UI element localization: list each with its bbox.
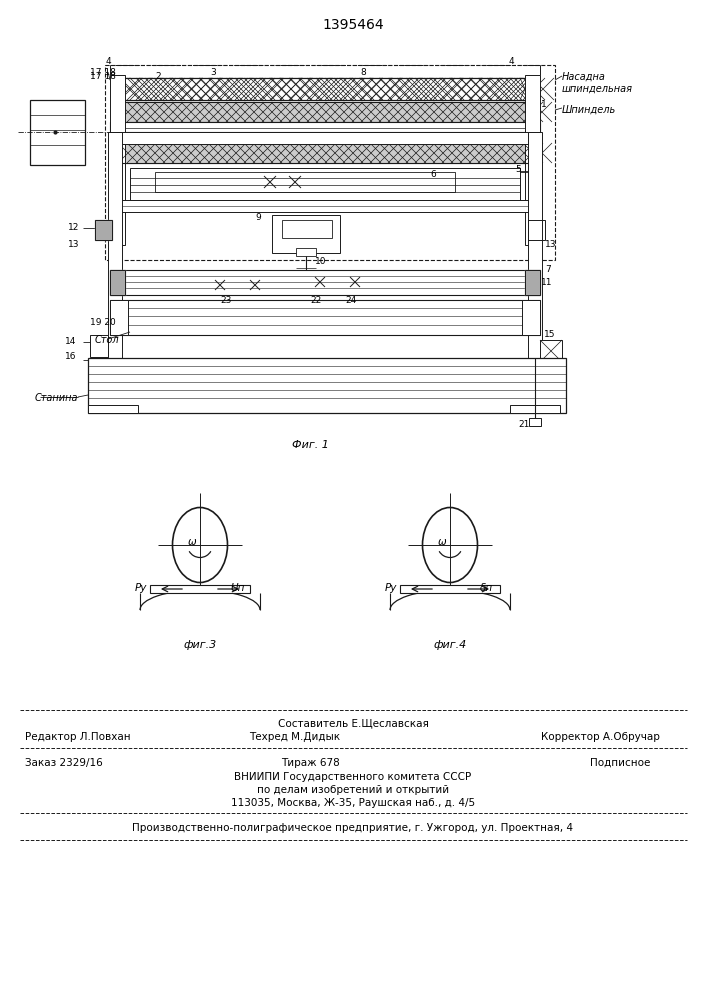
Text: ВНИИПИ Государственного комитета СССР: ВНИИПИ Государственного комитета СССР [235, 772, 472, 782]
Bar [120, 102, 530, 122]
Text: шпиндельная: шпиндельная [562, 84, 633, 94]
Text: 21: 21 [518, 420, 530, 429]
Text: 4: 4 [509, 57, 515, 66]
Bar [528, 220, 545, 240]
Text: δп: δп [480, 583, 493, 593]
Text: 17 18: 17 18 [90, 68, 116, 77]
Bar [90, 335, 108, 357]
Bar [110, 122, 540, 132]
Text: 3: 3 [210, 68, 216, 77]
Text: Ру: Ру [135, 583, 147, 593]
Text: 24: 24 [345, 296, 356, 305]
Bar [296, 248, 316, 256]
Text: 4: 4 [106, 57, 112, 66]
Text: 13: 13 [68, 240, 79, 249]
Bar [150, 585, 250, 593]
Text: фиг.4: фиг.4 [433, 640, 467, 650]
Bar [528, 132, 542, 362]
Bar [510, 405, 560, 413]
Text: Редактор Л.Повхан: Редактор Л.Повхан [25, 732, 131, 742]
Text: 8: 8 [360, 68, 366, 77]
Bar [88, 358, 566, 413]
Bar [400, 585, 500, 593]
Bar [130, 168, 520, 200]
Bar [282, 220, 332, 238]
Bar [108, 132, 122, 362]
Text: Составитель Е.Щеславская: Составитель Е.Щеславская [278, 718, 428, 728]
Text: 15: 15 [544, 330, 556, 339]
Text: 23: 23 [220, 296, 231, 305]
Bar [110, 75, 125, 245]
Text: 14: 14 [65, 337, 76, 346]
Bar [120, 143, 530, 163]
Bar [525, 270, 540, 295]
Bar [525, 75, 540, 245]
Text: 13: 13 [545, 240, 556, 249]
Text: 1: 1 [541, 100, 547, 109]
Text: 22: 22 [310, 296, 321, 305]
Text: 10: 10 [315, 257, 327, 266]
Text: ω: ω [438, 537, 446, 547]
Text: 12: 12 [68, 223, 79, 232]
Bar [272, 215, 340, 253]
Bar [110, 200, 540, 212]
Text: по делам изобретений и открытий: по делам изобретений и открытий [257, 785, 449, 795]
Text: ω: ω [187, 537, 197, 547]
Text: 113035, Москва, Ж-35, Раушская наб., д. 4/5: 113035, Москва, Ж-35, Раушская наб., д. … [231, 798, 475, 808]
Bar [88, 405, 138, 413]
Bar [529, 418, 541, 426]
Text: Подписное: Подписное [590, 758, 650, 768]
Text: Станина: Станина [35, 393, 78, 403]
Bar [110, 270, 125, 295]
Text: 2: 2 [155, 72, 160, 81]
Text: 6: 6 [430, 170, 436, 179]
Text: 9: 9 [255, 213, 261, 222]
Text: Корректор А.Обручар: Корректор А.Обручар [541, 732, 660, 742]
Text: Тираж 678: Тираж 678 [281, 758, 339, 768]
Text: Заказ 2329/16: Заказ 2329/16 [25, 758, 103, 768]
Text: 17 18: 17 18 [90, 72, 116, 81]
Text: Шпиндель: Шпиндель [562, 105, 617, 115]
Text: фиг.3: фиг.3 [183, 640, 216, 650]
Text: Uп: Uп [230, 583, 245, 593]
Bar [120, 78, 530, 100]
Text: Фиг. 1: Фиг. 1 [291, 440, 329, 450]
Text: Насадна: Насадна [562, 72, 606, 82]
Bar [110, 300, 540, 335]
Bar [155, 172, 455, 192]
Text: Стол: Стол [95, 335, 119, 345]
Bar [105, 65, 555, 260]
Bar [110, 300, 128, 335]
Bar [110, 132, 540, 144]
Text: Производственно-полиграфическое предприятие, г. Ужгород, ул. Проектная, 4: Производственно-полиграфическое предприя… [132, 823, 573, 833]
Text: 19 20: 19 20 [90, 318, 116, 327]
Bar [95, 220, 112, 240]
Text: 11: 11 [541, 278, 552, 287]
Bar [110, 270, 540, 295]
Bar [120, 78, 530, 100]
Bar [90, 358, 108, 380]
Text: 5: 5 [515, 165, 521, 174]
Bar [30, 100, 85, 165]
Text: Ру: Ру [385, 583, 397, 593]
Bar [522, 300, 540, 335]
Text: 16: 16 [65, 352, 76, 361]
Text: 1395464: 1395464 [322, 18, 384, 32]
Text: 7: 7 [545, 265, 551, 274]
Bar [540, 340, 562, 362]
Text: Техред М.Дидык: Техред М.Дидык [250, 732, 341, 742]
